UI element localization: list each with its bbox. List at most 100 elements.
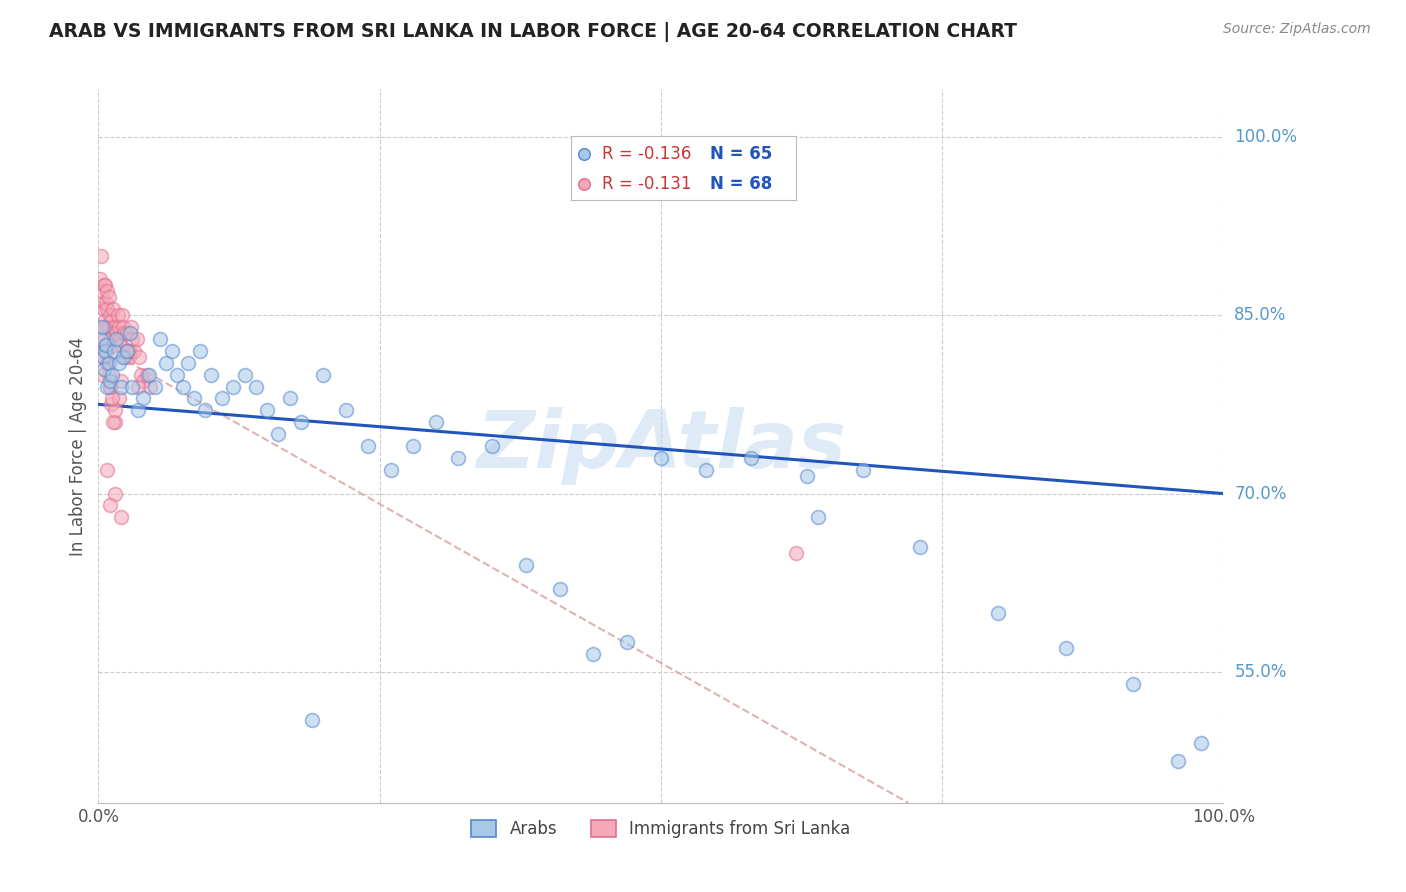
Point: [139, 379, 162, 393]
Point: [104, 486, 127, 500]
Point: [96, 338, 118, 352]
Point: [121, 332, 143, 346]
Text: Source: ZipAtlas.com: Source: ZipAtlas.com: [1223, 22, 1371, 37]
Text: 85.0%: 85.0%: [1234, 306, 1286, 324]
Point: [515, 558, 537, 572]
Legend: Arabs, Immigrants from Sri Lanka: Arabs, Immigrants from Sri Lanka: [465, 813, 856, 845]
Point: [93, 361, 115, 376]
Point: [117, 343, 139, 358]
Point: [100, 397, 122, 411]
Point: [97, 320, 120, 334]
Text: 70.0%: 70.0%: [1234, 484, 1286, 502]
Point: [108, 332, 131, 346]
Point: [96, 343, 118, 358]
Point: [172, 379, 194, 393]
Point: [128, 350, 150, 364]
Point: [852, 463, 875, 477]
Point: [200, 368, 222, 382]
Point: [1054, 641, 1077, 656]
Point: [135, 368, 157, 382]
Text: ZipAtlas: ZipAtlas: [475, 407, 846, 485]
Point: [107, 392, 129, 406]
Point: [222, 379, 245, 393]
Point: [290, 415, 312, 429]
Point: [98, 332, 121, 346]
Point: [105, 332, 128, 346]
Point: [96, 296, 118, 310]
Point: [121, 379, 143, 393]
Point: [987, 606, 1010, 620]
Point: [245, 379, 267, 393]
Point: [118, 326, 141, 340]
Point: [143, 379, 166, 393]
Point: [96, 285, 118, 299]
Point: [380, 463, 402, 477]
Point: [93, 302, 115, 317]
Point: [96, 356, 118, 370]
Point: [98, 499, 121, 513]
Point: [110, 338, 132, 352]
Point: [103, 343, 125, 358]
Point: [107, 308, 129, 322]
Point: [796, 468, 818, 483]
Point: [118, 343, 141, 358]
Point: [110, 374, 132, 388]
Point: [124, 343, 146, 358]
Point: [233, 368, 256, 382]
Point: [107, 356, 129, 370]
Point: [785, 546, 807, 560]
Text: ARAB VS IMMIGRANTS FROM SRI LANKA IN LABOR FORCE | AGE 20-64 CORRELATION CHART: ARAB VS IMMIGRANTS FROM SRI LANKA IN LAB…: [49, 22, 1017, 42]
Point: [93, 278, 115, 293]
Point: [194, 403, 217, 417]
Point: [582, 647, 605, 661]
Point: [301, 713, 323, 727]
Point: [188, 343, 211, 358]
Point: [335, 403, 357, 417]
Point: [132, 392, 155, 406]
Point: [115, 326, 138, 340]
Point: [447, 450, 470, 465]
Point: [98, 308, 121, 322]
Point: [98, 379, 121, 393]
Point: [104, 403, 127, 417]
Point: [616, 635, 638, 649]
Point: [1189, 736, 1212, 750]
Point: [101, 326, 124, 340]
Point: [91, 350, 114, 364]
Point: [96, 356, 118, 370]
Point: [94, 314, 117, 328]
Point: [93, 320, 115, 334]
Point: [97, 356, 120, 370]
Point: [740, 450, 762, 465]
Point: [89, 272, 111, 286]
Point: [101, 368, 124, 382]
Point: [256, 403, 278, 417]
Point: [97, 368, 120, 382]
Point: [138, 368, 160, 382]
Point: [98, 379, 121, 393]
Point: [183, 392, 205, 406]
Point: [103, 320, 125, 334]
Point: [807, 510, 830, 524]
Point: [94, 332, 117, 346]
Point: [96, 320, 118, 334]
Point: [101, 392, 124, 406]
Point: [111, 308, 134, 322]
Point: [132, 374, 155, 388]
Point: [96, 302, 118, 317]
Point: [112, 326, 135, 340]
Point: [312, 368, 335, 382]
Text: 100.0%: 100.0%: [1234, 128, 1298, 145]
Point: [110, 379, 132, 393]
Point: [97, 290, 120, 304]
Point: [155, 356, 177, 370]
Point: [112, 350, 135, 364]
Point: [149, 332, 172, 346]
Point: [650, 450, 672, 465]
Point: [94, 278, 117, 293]
Point: [160, 343, 183, 358]
Point: [104, 415, 127, 429]
Point: [107, 320, 129, 334]
Point: [129, 368, 152, 382]
Point: [96, 463, 118, 477]
